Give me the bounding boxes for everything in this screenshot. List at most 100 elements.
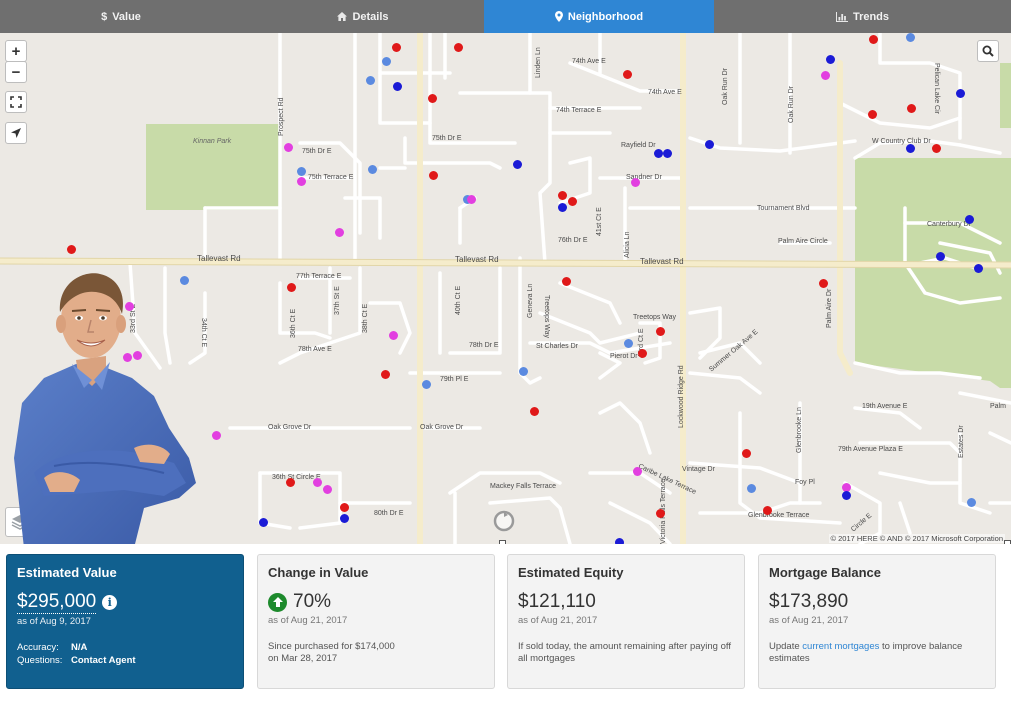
accuracy-label: Accuracy: bbox=[17, 642, 59, 653]
property-marker[interactable] bbox=[67, 245, 76, 254]
property-marker[interactable] bbox=[340, 503, 349, 512]
property-marker[interactable] bbox=[133, 351, 142, 360]
tab-details[interactable]: Details bbox=[242, 0, 484, 33]
property-marker[interactable] bbox=[936, 252, 945, 261]
property-marker[interactable] bbox=[287, 283, 296, 292]
property-marker[interactable] bbox=[663, 149, 672, 158]
location-pin-icon bbox=[554, 11, 563, 22]
locate-me-button[interactable] bbox=[5, 122, 27, 144]
property-marker[interactable] bbox=[422, 380, 431, 389]
street-label: Glenbrooke Ln bbox=[796, 407, 803, 453]
property-marker[interactable] bbox=[284, 143, 293, 152]
info-icon[interactable]: i bbox=[102, 595, 118, 610]
property-marker[interactable] bbox=[519, 367, 528, 376]
property-marker[interactable] bbox=[366, 76, 375, 85]
property-marker[interactable] bbox=[868, 110, 877, 119]
map-search-button[interactable] bbox=[977, 40, 999, 62]
property-marker[interactable] bbox=[530, 407, 539, 416]
tab-value-label: Value bbox=[112, 10, 141, 23]
property-marker[interactable] bbox=[558, 191, 567, 200]
property-marker[interactable] bbox=[638, 349, 647, 358]
property-marker[interactable] bbox=[842, 483, 851, 492]
property-marker[interactable] bbox=[615, 538, 624, 544]
property-marker[interactable] bbox=[323, 485, 332, 494]
property-marker[interactable] bbox=[842, 491, 851, 500]
rotate-icon[interactable] bbox=[492, 509, 516, 533]
property-marker[interactable] bbox=[259, 518, 268, 527]
property-marker[interactable] bbox=[212, 431, 221, 440]
mortgage-amount: $173,890 bbox=[769, 591, 849, 612]
property-marker[interactable] bbox=[907, 104, 916, 113]
property-marker[interactable] bbox=[125, 302, 134, 311]
resize-handle[interactable] bbox=[499, 540, 506, 544]
property-marker[interactable] bbox=[821, 71, 830, 80]
street-label: 76th Dr E bbox=[558, 237, 588, 244]
property-marker[interactable] bbox=[906, 33, 915, 42]
property-marker[interactable] bbox=[428, 94, 437, 103]
property-marker[interactable] bbox=[631, 178, 640, 187]
property-marker[interactable] bbox=[562, 277, 571, 286]
contact-agent-link[interactable]: Contact Agent bbox=[71, 655, 136, 666]
property-marker[interactable] bbox=[624, 339, 633, 348]
property-marker[interactable] bbox=[956, 89, 965, 98]
zoom-out-button[interactable]: − bbox=[5, 61, 27, 83]
property-marker[interactable] bbox=[742, 449, 751, 458]
property-marker[interactable] bbox=[313, 478, 322, 487]
property-marker[interactable] bbox=[974, 264, 983, 273]
tab-trends[interactable]: Trends bbox=[714, 0, 1011, 33]
property-marker[interactable] bbox=[656, 327, 665, 336]
property-marker[interactable] bbox=[368, 165, 377, 174]
property-marker[interactable] bbox=[932, 144, 941, 153]
street-label: Tallevast Rd bbox=[197, 254, 241, 263]
property-marker[interactable] bbox=[906, 144, 915, 153]
current-mortgages-link[interactable]: current mortgages bbox=[802, 641, 880, 652]
fullscreen-button[interactable] bbox=[5, 91, 27, 113]
property-marker[interactable] bbox=[654, 149, 663, 158]
property-marker[interactable] bbox=[180, 276, 189, 285]
change-value: 70% bbox=[268, 591, 484, 613]
property-marker[interactable] bbox=[389, 331, 398, 340]
property-marker[interactable] bbox=[335, 228, 344, 237]
street-label: Vintage Dr bbox=[682, 466, 715, 473]
tab-neighborhood[interactable]: Neighborhood bbox=[484, 0, 714, 33]
property-marker[interactable] bbox=[656, 509, 665, 518]
property-marker[interactable] bbox=[747, 484, 756, 493]
property-marker[interactable] bbox=[467, 195, 476, 204]
property-marker[interactable] bbox=[123, 353, 132, 362]
property-marker[interactable] bbox=[393, 82, 402, 91]
property-marker[interactable] bbox=[623, 70, 632, 79]
street-label: 78th Dr E bbox=[469, 342, 499, 349]
property-marker[interactable] bbox=[568, 197, 577, 206]
property-marker[interactable] bbox=[286, 478, 295, 487]
property-marker[interactable] bbox=[340, 514, 349, 523]
card-description: If sold today, the amount remaining afte… bbox=[518, 641, 734, 665]
property-marker[interactable] bbox=[454, 43, 463, 52]
tab-value[interactable]: $ Value bbox=[0, 0, 242, 33]
street-label: Alicia Ln bbox=[624, 231, 631, 258]
property-marker[interactable] bbox=[513, 160, 522, 169]
property-marker[interactable] bbox=[382, 57, 391, 66]
as-of-date: as of Aug 21, 2017 bbox=[268, 615, 348, 626]
property-marker[interactable] bbox=[826, 55, 835, 64]
property-marker[interactable] bbox=[297, 177, 306, 186]
property-marker[interactable] bbox=[965, 215, 974, 224]
estimated-value-amount[interactable]: $295,000 bbox=[17, 591, 97, 614]
property-marker[interactable] bbox=[967, 498, 976, 507]
zoom-in-button[interactable]: + bbox=[5, 40, 27, 62]
property-marker[interactable] bbox=[429, 171, 438, 180]
card-description: Since purchased for $174,000 on Mar 28, … bbox=[268, 641, 484, 665]
property-marker[interactable] bbox=[381, 370, 390, 379]
property-marker[interactable] bbox=[392, 43, 401, 52]
property-marker[interactable] bbox=[558, 203, 567, 212]
street-label: Canterbury Dr bbox=[927, 221, 971, 228]
street-label: 79th Avenue Plaza E bbox=[838, 446, 903, 453]
estimated-value: $295,000 i bbox=[17, 591, 233, 614]
property-marker[interactable] bbox=[297, 167, 306, 176]
street-label: Sandner Dr bbox=[626, 174, 662, 181]
property-marker[interactable] bbox=[763, 506, 772, 515]
property-marker[interactable] bbox=[633, 467, 642, 476]
card-title: Estimated Equity bbox=[518, 565, 624, 580]
property-marker[interactable] bbox=[819, 279, 828, 288]
property-marker[interactable] bbox=[869, 35, 878, 44]
property-marker[interactable] bbox=[705, 140, 714, 149]
